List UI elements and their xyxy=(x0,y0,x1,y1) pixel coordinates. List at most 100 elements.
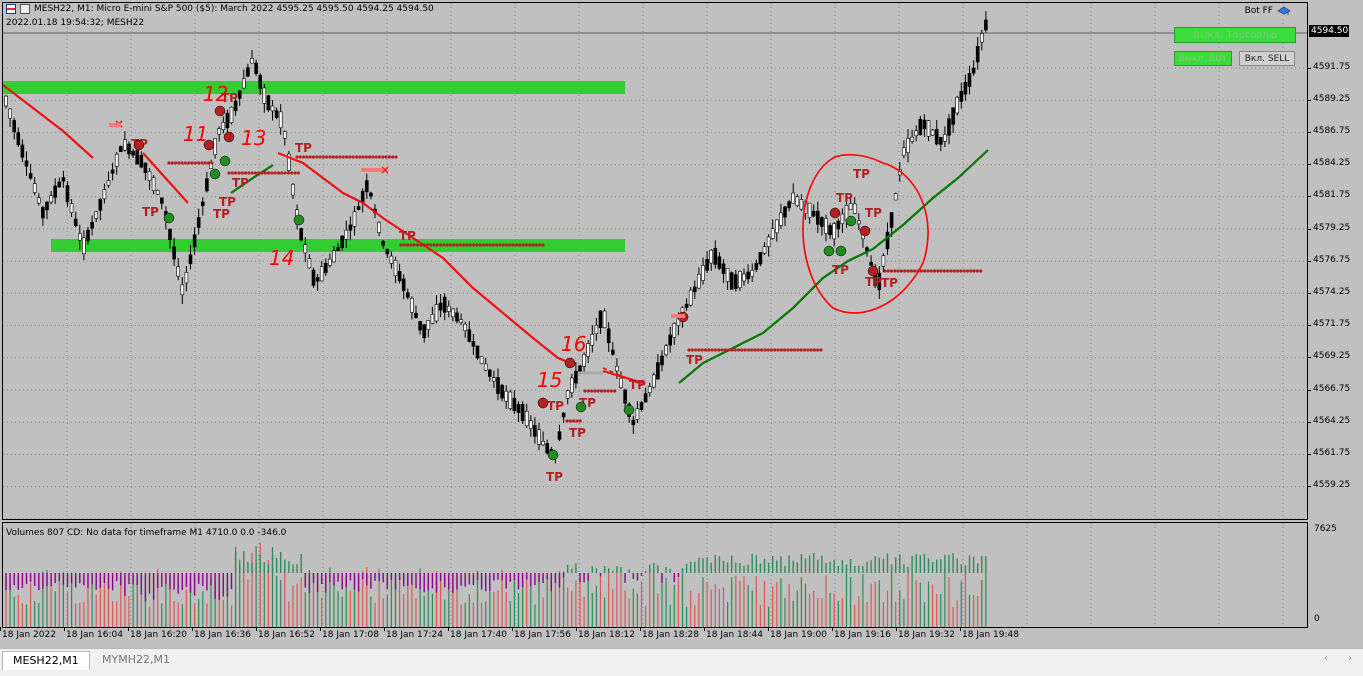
tp-level-dot xyxy=(341,155,345,159)
candle-body xyxy=(725,267,730,282)
tp-level-dot xyxy=(723,348,727,352)
candle-body xyxy=(323,262,328,274)
candle-body xyxy=(828,225,832,236)
candle-body xyxy=(463,323,468,331)
tp-level-dot xyxy=(498,243,502,247)
tp-level-dot xyxy=(183,161,188,165)
tp-level-dot xyxy=(286,171,290,175)
scroll-right-icon[interactable]: › xyxy=(1348,653,1352,664)
scroll-left-icon[interactable]: ‹ xyxy=(1324,653,1328,664)
candle-body xyxy=(758,252,763,265)
tp-level-dot xyxy=(534,243,538,247)
tp-level-dot xyxy=(425,243,429,247)
trade-marker xyxy=(859,225,871,237)
candle-body xyxy=(881,255,886,267)
tp-level-dot xyxy=(237,171,241,175)
candle-body xyxy=(291,183,295,196)
expert-name: Bot FF xyxy=(1244,6,1273,16)
tp-level-dot xyxy=(193,161,197,165)
candle-body xyxy=(705,259,709,271)
trade-marker xyxy=(547,449,559,461)
chart-menu-icon[interactable] xyxy=(6,4,16,14)
price-tick: 4559.25 xyxy=(1307,480,1351,490)
tp-level-dot xyxy=(593,389,597,393)
candle-body xyxy=(602,310,607,329)
tp-level-dot xyxy=(325,155,329,159)
price-chart[interactable]: TPTPTPTPTPTPTPTPTPTPTPTPTPTPTPTPTPTPTPTP… xyxy=(2,2,1308,520)
time-tick: 18 Jan 17:24 xyxy=(384,627,443,640)
tp-level-dot xyxy=(465,243,469,247)
candle-body xyxy=(4,95,8,107)
candle-body xyxy=(90,221,94,229)
candle-body xyxy=(233,100,238,112)
tp-level-dot xyxy=(293,171,297,175)
candle-body xyxy=(746,271,750,280)
tp-level-dot xyxy=(305,155,309,159)
candle-body xyxy=(545,443,550,454)
tp-level-dot xyxy=(348,155,352,159)
tp-level-dot xyxy=(939,269,943,273)
toggle-buy-button[interactable]: Выкл. BUY xyxy=(1174,51,1232,66)
candle-body xyxy=(192,234,197,248)
tp-level-dot xyxy=(575,419,579,423)
tp-level-dot xyxy=(468,243,472,247)
trade-marker xyxy=(203,139,215,151)
tp-level-dot xyxy=(276,171,281,175)
tp-level-dot xyxy=(956,269,960,273)
candle-body xyxy=(934,129,939,145)
tp-level-dot xyxy=(528,243,532,247)
tp-level-dot xyxy=(603,389,607,393)
time-tick: 18 Jan 19:48 xyxy=(960,627,1019,640)
candle-body xyxy=(586,343,591,357)
tp-level-dot xyxy=(429,243,433,247)
candle-body xyxy=(356,206,361,211)
candle-body xyxy=(615,365,619,372)
candle-body xyxy=(364,180,369,193)
tp-level-dot xyxy=(700,348,704,352)
tp-level-dot xyxy=(475,243,479,247)
time-axis[interactable]: 18 Jan 2022 18 Jan 16:04 18 Jan 16:20 18… xyxy=(0,627,1309,648)
toggle-trading-button[interactable]: Выкл. Торговлю xyxy=(1174,27,1296,43)
candle-body xyxy=(299,228,304,241)
tp-level-dot xyxy=(743,348,747,352)
candle-body xyxy=(139,155,144,168)
tp-level-dot xyxy=(478,243,482,247)
tp-level-dot xyxy=(167,161,171,165)
candle-body xyxy=(418,321,422,331)
candle-body xyxy=(147,171,152,181)
candle-body xyxy=(979,33,984,43)
candle-body xyxy=(274,110,279,118)
candle-body xyxy=(201,201,205,207)
candle-body xyxy=(78,233,82,241)
one-click-icon[interactable] xyxy=(20,4,30,14)
tp-level-dot xyxy=(919,269,923,273)
candle-body xyxy=(656,362,660,380)
price-tick: 4581.75 xyxy=(1307,190,1351,200)
tp-level-dot xyxy=(511,243,515,247)
candle-body xyxy=(832,223,837,240)
time-tick: 18 Jan 2022 xyxy=(0,627,56,640)
tp-level-dot xyxy=(412,243,416,247)
handwritten-number: 12 xyxy=(203,82,228,106)
tab-mesh22[interactable]: MESH22,M1 xyxy=(2,651,90,670)
time-tick: 18 Jan 18:28 xyxy=(640,627,699,640)
tp-level-dot xyxy=(959,269,963,273)
freehand-circle xyxy=(802,153,929,314)
tab-mymh22[interactable]: MYMH22,M1 xyxy=(102,653,170,666)
candle-body xyxy=(258,75,262,89)
tp-label: TP xyxy=(686,353,703,367)
tp-level-dot xyxy=(969,269,973,273)
tp-level-dot xyxy=(538,243,542,247)
volume-panel[interactable] xyxy=(2,522,1308,628)
tp-level-dot xyxy=(541,243,545,247)
price-axis[interactable]: 4591.75 4589.25 4586.75 4584.25 4581.75 … xyxy=(1307,2,1363,520)
tp-level-dot xyxy=(422,243,426,247)
tp-level-dot xyxy=(296,171,300,175)
tp-level-dot xyxy=(733,348,737,352)
expert-hat-icon[interactable] xyxy=(1277,5,1291,17)
toggle-sell-button[interactable]: Вкл. SELL xyxy=(1239,51,1295,66)
tp-level-dot xyxy=(384,155,388,159)
tp-level-dot xyxy=(518,243,522,247)
candle-body xyxy=(459,319,463,323)
tp-level-dot xyxy=(321,155,325,159)
